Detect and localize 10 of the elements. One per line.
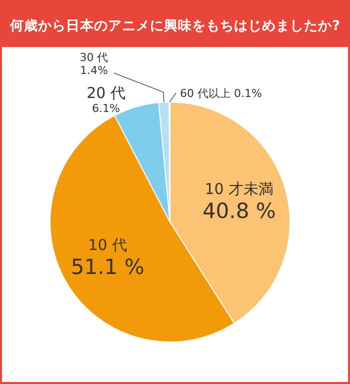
data-label: 6.1% [92, 102, 120, 115]
slice-label: 60 代以上 0.1% [180, 87, 262, 100]
slice-label: 30 代 [80, 51, 108, 64]
data-label: 1.4% [80, 64, 108, 77]
data-label: 51.1 % [70, 254, 144, 279]
slice-label: 10 代 [88, 236, 128, 254]
slice-label: 20 代 [86, 84, 126, 102]
chart-title: 何歳から日本のアニメに興味をもちはじめましたか? [9, 18, 340, 34]
data-label: 40.8 % [202, 198, 276, 223]
slice-label: 10 才未満 [204, 180, 274, 198]
